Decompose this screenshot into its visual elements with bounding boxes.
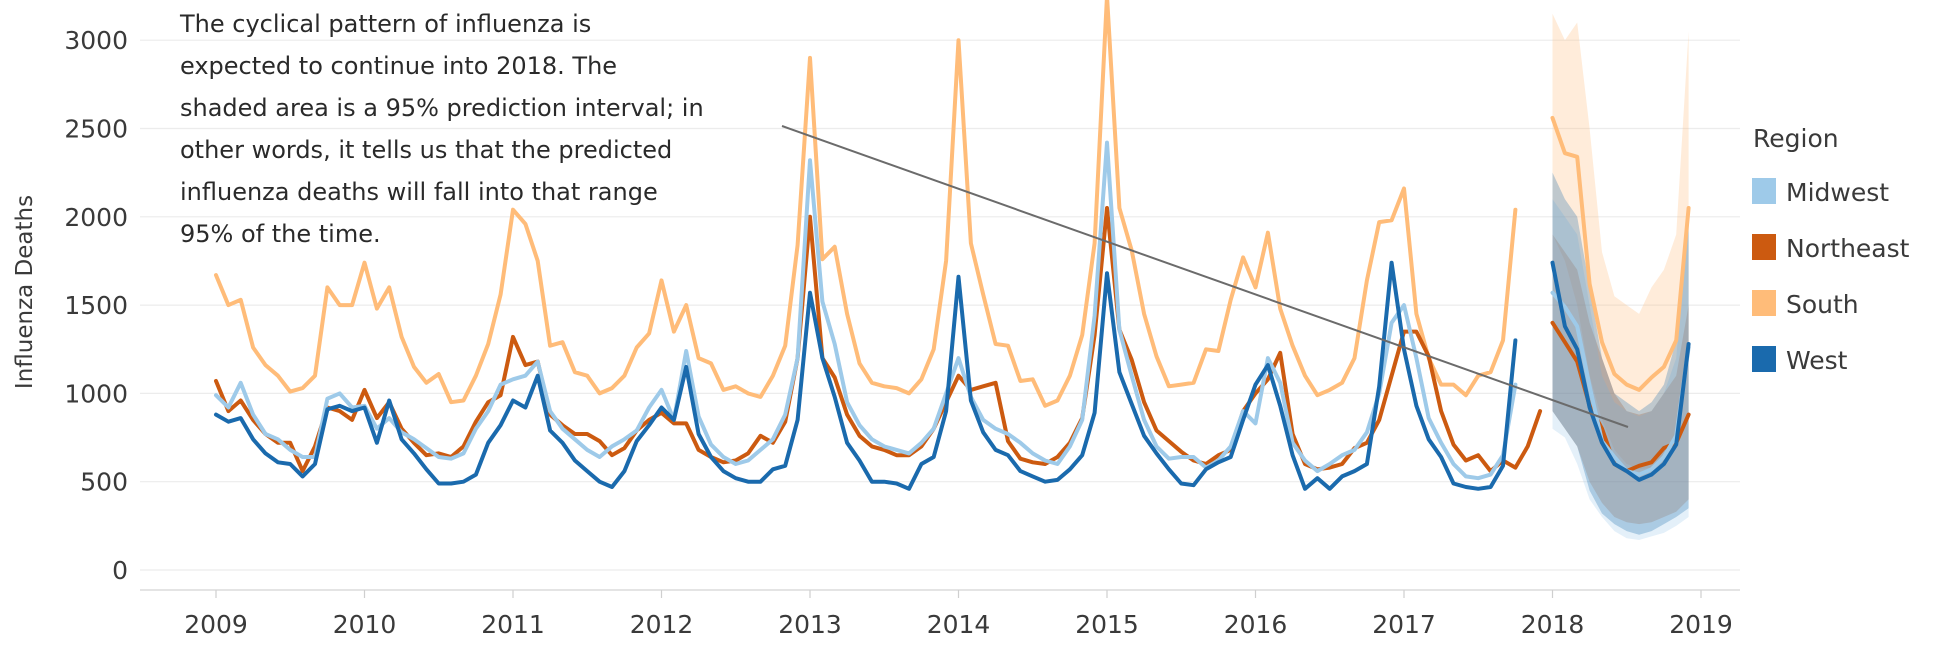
x-tick-label: 2010 bbox=[333, 610, 397, 639]
legend-swatch-midwest bbox=[1752, 178, 1776, 204]
annotation-line: expected to continue into 2018. The bbox=[180, 52, 617, 80]
legend-swatch-south bbox=[1752, 290, 1776, 316]
legend-label-midwest: Midwest bbox=[1786, 178, 1889, 207]
x-tick-label: 2018 bbox=[1521, 610, 1585, 639]
x-tick-label: 2009 bbox=[184, 610, 248, 639]
y-tick-label: 500 bbox=[80, 468, 128, 497]
y-tick-label: 1500 bbox=[64, 291, 128, 320]
y-tick-label: 2500 bbox=[64, 115, 128, 144]
prediction-band-midwest bbox=[1552, 199, 1689, 540]
annotation-pointer-line bbox=[781, 125, 1629, 428]
annotation-line: 95% of the time. bbox=[180, 220, 381, 248]
forecast-line-midwest bbox=[1550, 290, 1691, 477]
prediction-band-west bbox=[1552, 172, 1689, 535]
series-lines bbox=[214, 0, 1691, 491]
series-line-northeast bbox=[214, 206, 1543, 474]
x-tick-label: 2019 bbox=[1669, 610, 1733, 639]
x-tick-label: 2016 bbox=[1224, 610, 1288, 639]
y-tick-label: 2000 bbox=[64, 203, 128, 232]
x-tick-label: 2017 bbox=[1372, 610, 1436, 639]
x-tick-label: 2011 bbox=[481, 610, 545, 639]
gridlines bbox=[140, 39, 1740, 591]
prediction-band-northeast bbox=[1552, 234, 1689, 525]
forecast-line-south bbox=[1550, 115, 1691, 392]
annotation-line: shaded area is a 95% prediction interval… bbox=[180, 94, 704, 122]
forecast-line-west bbox=[1550, 260, 1691, 482]
prediction-bands bbox=[1552, 13, 1689, 540]
series-line-west bbox=[214, 260, 1518, 491]
annotation-line: influenza deaths will fall into that ran… bbox=[180, 178, 658, 206]
legend: Region Midwest Northeast South West bbox=[1752, 124, 1910, 375]
legend-swatch-northeast bbox=[1752, 234, 1776, 260]
legend-items: Midwest Northeast South West bbox=[1752, 178, 1910, 375]
legend-swatch-west bbox=[1752, 346, 1776, 372]
y-axis-ticks: 0 500 1000 1500 2000 2500 3000 bbox=[64, 26, 128, 585]
legend-title: Region bbox=[1753, 124, 1839, 153]
y-tick-label: 3000 bbox=[64, 26, 128, 55]
x-tick-label: 2014 bbox=[927, 610, 991, 639]
prediction-band-south bbox=[1552, 13, 1689, 470]
x-tick-label: 2012 bbox=[630, 610, 694, 639]
x-axis-ticks: 2009 2010 2011 2012 2013 2014 2015 2016 2017 2018… bbox=[184, 590, 1733, 639]
x-tick-label: 2013 bbox=[778, 610, 842, 639]
annotation-line: The cyclical pattern of influenza is bbox=[179, 10, 591, 38]
series-line-south bbox=[214, 0, 1518, 408]
y-tick-label: 1000 bbox=[64, 379, 128, 408]
legend-label-west: West bbox=[1786, 346, 1848, 375]
x-tick-label: 2015 bbox=[1075, 610, 1139, 639]
legend-label-south: South bbox=[1786, 290, 1859, 319]
y-axis-title: Influenza Deaths bbox=[12, 195, 38, 389]
annotation-text: The cyclical pattern of influenza is expe… bbox=[179, 10, 704, 248]
legend-label-northeast: Northeast bbox=[1786, 234, 1910, 263]
annotation-line: other words, it tells us that the predic… bbox=[180, 136, 672, 164]
series-line-midwest bbox=[214, 140, 1518, 481]
y-tick-label: 0 bbox=[112, 556, 128, 585]
